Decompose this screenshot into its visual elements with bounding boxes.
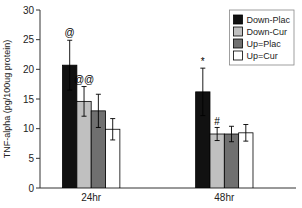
error-cap <box>200 68 205 69</box>
x-tick-label: 24hr <box>81 192 102 203</box>
y-tick <box>36 158 40 159</box>
annotation: @ <box>65 27 75 38</box>
y-tick-label: 5 <box>28 153 34 164</box>
legend-label: Down-Plac <box>246 15 290 25</box>
y-axis-label: TNF-alpha (pg/100ug protein) <box>2 40 12 159</box>
error-stem <box>69 40 70 90</box>
error-cap <box>96 127 101 128</box>
y-tick-label: 0 <box>28 183 34 194</box>
y-tick <box>36 188 40 189</box>
bars <box>63 40 253 188</box>
error-cap <box>229 141 234 142</box>
error-stem <box>84 87 85 117</box>
y-tick-label: 20 <box>23 64 35 75</box>
error-cap <box>110 118 115 119</box>
y-tick <box>36 10 40 11</box>
annotation: # <box>214 116 220 127</box>
annotation: * <box>201 56 205 67</box>
error-bar <box>243 125 248 142</box>
legend: Down-Plac Down-Cur Up=Plac Up=Cur <box>229 10 294 65</box>
legend-label: Up=Plac <box>246 39 281 49</box>
error-stem <box>98 94 99 127</box>
error-cap <box>82 116 87 117</box>
error-stem <box>202 68 203 115</box>
error-cap <box>67 40 72 41</box>
error-cap <box>215 127 220 128</box>
error-cap <box>229 126 234 127</box>
error-cap <box>96 94 101 95</box>
legend-swatch <box>233 15 242 24</box>
error-cap <box>215 140 220 141</box>
error-bar <box>67 40 72 90</box>
error-cap <box>243 124 248 125</box>
error-bar <box>82 87 87 117</box>
y-tick-label: 10 <box>23 123 35 134</box>
y-tick-label: 25 <box>23 34 35 45</box>
y-tick <box>36 69 40 70</box>
y-tick <box>36 99 40 100</box>
chart: 0 5 10 15 20 25 30 TNF-alpha (pg/100ug protein)… <box>0 0 302 208</box>
error-cap <box>82 86 87 87</box>
bar <box>239 133 253 188</box>
error-cap <box>200 115 205 116</box>
y-tick <box>36 39 40 40</box>
error-stem <box>217 127 218 140</box>
error-cap <box>110 139 115 140</box>
y-tick-label: 30 <box>23 5 35 16</box>
error-bar <box>229 126 234 141</box>
error-bar <box>200 68 205 115</box>
error-cap <box>243 141 248 142</box>
annotation: @@ <box>74 74 94 85</box>
bar <box>224 134 238 188</box>
legend-frame <box>229 10 294 65</box>
error-bar <box>96 94 101 127</box>
error-stem <box>112 119 113 140</box>
error-bar <box>215 127 220 140</box>
error-stem <box>231 126 232 141</box>
error-stem <box>245 125 246 142</box>
legend-swatch <box>233 39 242 48</box>
error-bar <box>110 119 115 140</box>
x-tick-label: 48hr <box>214 192 235 203</box>
y-tick-label: 15 <box>23 94 35 105</box>
y-tick <box>36 128 40 129</box>
legend-label: Down-Cur <box>246 27 287 37</box>
legend-swatch <box>233 51 242 60</box>
error-cap <box>67 90 72 91</box>
legend-swatch <box>233 27 242 36</box>
legend-label: Up=Cur <box>246 51 277 61</box>
bar <box>210 134 224 188</box>
